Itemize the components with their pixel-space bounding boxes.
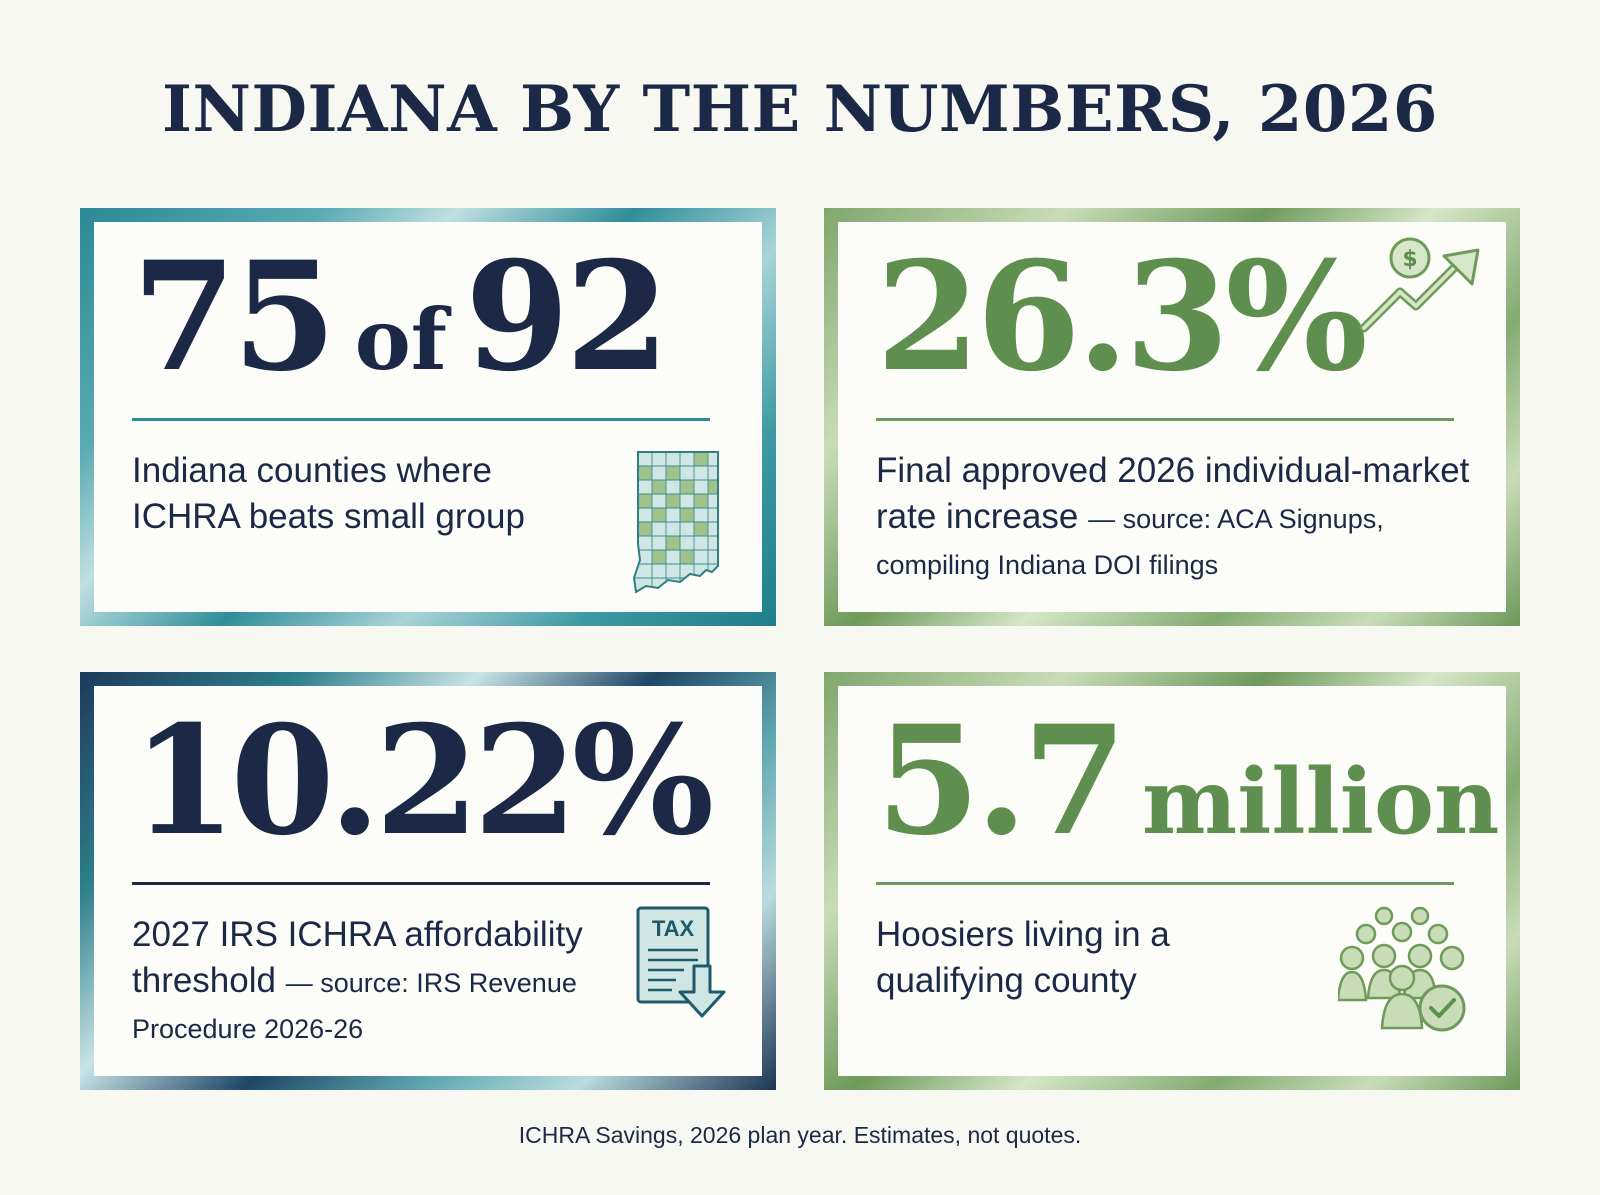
counties-stat-count: 75 [132, 229, 337, 405]
counties-description: Indiana counties where ICHRA beats small… [132, 451, 525, 536]
population-description: Hoosiers living in a qualifying county [876, 915, 1170, 1000]
rate-increase-stat: 26.3% [876, 229, 1368, 405]
indiana-county-map-icon [632, 451, 719, 594]
footer-note: ICHRA Savings, 2026 plan year. Estimates… [518, 1122, 1082, 1148]
card-divider [876, 882, 1454, 885]
stat-card-population: 5.7 million Hoosiers living in a qualifyi… [824, 672, 1520, 1090]
affordability-description-text: 2027 IRS ICHRA affordability threshold [132, 915, 583, 1000]
card-divider [132, 418, 710, 421]
stat-card-rate-increase: 26.3% $ Final approved 2026 individual-m… [824, 208, 1520, 626]
affordability-description: 2027 IRS ICHRA affordability threshold —… [132, 912, 632, 1050]
people-group-check-icon [1338, 906, 1466, 1032]
affordability-stat: 10.22% [132, 693, 714, 869]
rate-increase-source: — source: ACA Signups, compiling Indiana… [876, 504, 1384, 580]
stat-card-counties: 75 of 92 Indiana counties where ICHRA beat… [80, 208, 776, 626]
counties-stat: 75 of 92 [132, 242, 670, 392]
affordability-source: — source: IRS Revenue Procedure 2026-26 [132, 968, 577, 1044]
svg-text:$: $ [1402, 247, 1417, 272]
stat-card-affordability: 10.22% 2027 IRS ICHRA affordability thre… [80, 672, 776, 1090]
counties-stat-total: 92 [464, 229, 670, 405]
rate-increase-description: Final approved 2026 individual-market ra… [876, 448, 1476, 586]
tax-document-icon: TAX [636, 906, 726, 1018]
rising-cost-arrow-icon: $ [1359, 237, 1480, 333]
card-divider [132, 882, 710, 885]
population-stat-number: 5.7 [876, 693, 1127, 869]
rate-increase-description-text: Final approved 2026 individual-market ra… [876, 451, 1470, 536]
page-title: INDIANA BY THE NUMBERS, 2026 [162, 72, 1438, 147]
tax-document-label: TAX [652, 916, 695, 941]
population-stat-unit: million [1141, 749, 1500, 855]
population-stat: 5.7 million [876, 706, 1499, 856]
counties-stat-of: of [354, 290, 447, 389]
card-divider [876, 418, 1454, 421]
